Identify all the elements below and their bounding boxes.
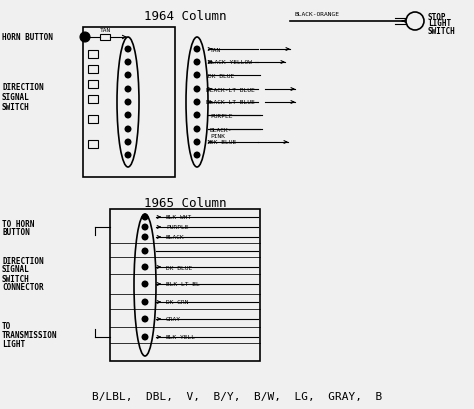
Text: DK BLUE: DK BLUE xyxy=(208,73,234,78)
Circle shape xyxy=(193,139,201,146)
Text: LIGHT: LIGHT xyxy=(428,20,451,29)
Bar xyxy=(88,81,98,89)
Circle shape xyxy=(80,33,90,43)
Circle shape xyxy=(125,152,131,159)
Bar xyxy=(88,66,98,74)
Text: DIRECTION: DIRECTION xyxy=(2,256,44,265)
Bar xyxy=(110,209,260,361)
Circle shape xyxy=(125,86,131,93)
Text: BLACK-YELLOW: BLACK-YELLOW xyxy=(208,61,253,65)
Circle shape xyxy=(193,72,201,79)
Bar xyxy=(83,28,175,178)
Text: BLACK: BLACK xyxy=(166,235,185,240)
Text: DK GRN: DK GRN xyxy=(166,300,189,305)
Text: TRANSMISSION: TRANSMISSION xyxy=(2,331,57,339)
Text: SWITCH: SWITCH xyxy=(2,274,30,283)
Text: BLK-WHT: BLK-WHT xyxy=(166,215,192,220)
Text: SWITCH: SWITCH xyxy=(2,103,30,112)
Circle shape xyxy=(193,112,201,119)
Text: BLK-YELL: BLK-YELL xyxy=(166,335,196,339)
Circle shape xyxy=(142,299,148,306)
Bar xyxy=(88,141,98,148)
Text: PURPLE: PURPLE xyxy=(166,225,189,230)
Text: TO: TO xyxy=(2,322,11,331)
Circle shape xyxy=(142,316,148,323)
Text: DK BLUE: DK BLUE xyxy=(210,140,236,145)
Circle shape xyxy=(193,152,201,159)
Circle shape xyxy=(125,126,131,133)
Text: DIRECTION: DIRECTION xyxy=(2,83,44,92)
Text: SIGNAL: SIGNAL xyxy=(2,93,30,102)
Text: BUTTON: BUTTON xyxy=(2,228,30,237)
Bar xyxy=(88,116,98,124)
Circle shape xyxy=(125,99,131,106)
Text: DK BLUE: DK BLUE xyxy=(166,265,192,270)
Text: BLACK-LT BLUE: BLACK-LT BLUE xyxy=(206,100,255,105)
Text: STOP: STOP xyxy=(428,12,447,21)
Circle shape xyxy=(125,139,131,146)
Text: HORN BUTTON: HORN BUTTON xyxy=(2,34,53,43)
Text: SIGNAL: SIGNAL xyxy=(2,265,30,274)
Text: B/LBL,  DBL,  V,  B/Y,  B/W,  LG,  GRAY,  B: B/LBL, DBL, V, B/Y, B/W, LG, GRAY, B xyxy=(92,391,382,401)
Text: GRAY: GRAY xyxy=(166,317,181,322)
Text: 1965 Column: 1965 Column xyxy=(144,196,226,209)
Text: BLACK-ORANGE: BLACK-ORANGE xyxy=(295,12,340,17)
Text: SWITCH: SWITCH xyxy=(428,27,456,36)
Circle shape xyxy=(142,334,148,341)
Circle shape xyxy=(142,264,148,271)
Circle shape xyxy=(125,59,131,66)
Circle shape xyxy=(142,234,148,241)
Circle shape xyxy=(142,214,148,221)
Bar xyxy=(88,96,98,104)
Circle shape xyxy=(125,112,131,119)
Circle shape xyxy=(193,46,201,53)
Text: TO HORN: TO HORN xyxy=(2,220,35,229)
Text: TAN: TAN xyxy=(210,47,221,52)
Text: BLACK-: BLACK- xyxy=(210,127,233,132)
Circle shape xyxy=(193,126,201,133)
Circle shape xyxy=(142,248,148,255)
Text: PINK: PINK xyxy=(210,134,225,139)
Text: PURPLE: PURPLE xyxy=(210,113,233,118)
Circle shape xyxy=(125,72,131,79)
Circle shape xyxy=(142,224,148,231)
Circle shape xyxy=(125,46,131,53)
Bar xyxy=(100,35,110,41)
Text: 1964 Column: 1964 Column xyxy=(144,10,226,23)
Text: TAN: TAN xyxy=(100,28,110,33)
Text: BLACK-LT BLUE: BLACK-LT BLUE xyxy=(206,87,255,92)
Text: CONNECTOR: CONNECTOR xyxy=(2,283,44,292)
Text: LIGHT: LIGHT xyxy=(2,339,25,348)
Circle shape xyxy=(193,59,201,66)
Circle shape xyxy=(193,99,201,106)
Circle shape xyxy=(142,281,148,288)
Text: BLK-LT BL: BLK-LT BL xyxy=(166,282,200,287)
Bar xyxy=(88,51,98,59)
Circle shape xyxy=(193,86,201,93)
